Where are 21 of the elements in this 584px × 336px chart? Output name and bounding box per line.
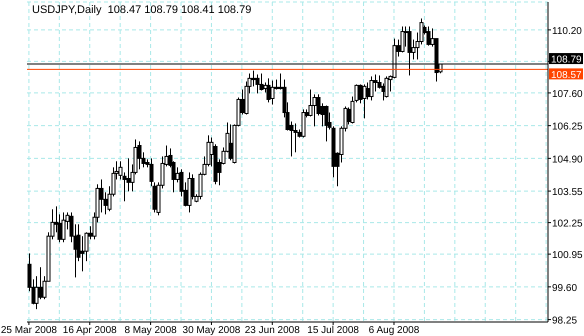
chart-title: USDJPY,Daily 108.47 108.79 108.41 108.79: [32, 4, 252, 16]
x-tick-label: 23 Jun 2008: [244, 325, 300, 336]
y-tick-label: 107.60: [552, 88, 584, 100]
candlestick: [80, 236, 84, 272]
x-tick-label: 6 Aug 2008: [368, 325, 420, 336]
x-tick-label: 16 Apr 2008: [62, 325, 118, 336]
y-tick-label: 99.60: [552, 282, 578, 294]
y-tick-label: 104.90: [552, 154, 584, 166]
x-tick-label: 15 Jul 2008: [307, 325, 360, 336]
x-tick-label: 30 May 2008: [182, 325, 241, 336]
y-tick-label: 103.55: [552, 187, 584, 198]
x-tick-label: 8 May 2008: [124, 325, 178, 336]
ref-line-label: 108.57: [551, 70, 582, 81]
y-tick-label: 106.25: [552, 122, 584, 133]
y-tick-label: 100.95: [552, 250, 584, 262]
y-tick-label: 98.25: [552, 316, 578, 327]
candlestick: [294, 123, 298, 152]
ref-line-label: 108.79: [551, 54, 582, 66]
y-tick-label: 102.25: [552, 218, 584, 230]
x-tick-label: 25 Mar 2008: [0, 325, 58, 336]
y-tick-label: 110.20: [552, 26, 582, 37]
